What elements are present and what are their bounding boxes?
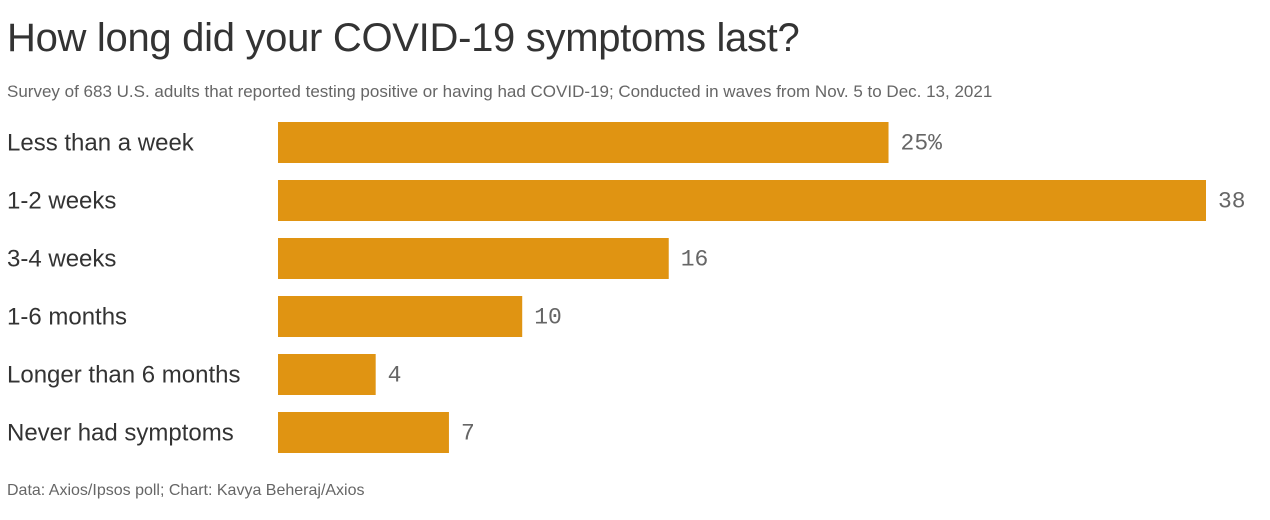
chart-subtitle: Survey of 683 U.S. adults that reported … xyxy=(7,82,993,101)
category-label: Never had symptoms xyxy=(7,420,234,447)
chart-title: How long did your COVID-19 symptoms last… xyxy=(7,16,800,60)
source-note: Data: Axios/Ipsos poll; Chart: Kavya Beh… xyxy=(7,482,365,499)
value-label: 25% xyxy=(901,131,943,157)
bar xyxy=(278,296,523,337)
bar xyxy=(278,238,669,279)
bar xyxy=(278,354,376,395)
value-label: 16 xyxy=(681,247,709,273)
category-label: 1-2 weeks xyxy=(7,188,116,215)
bar xyxy=(278,180,1206,221)
bar xyxy=(278,122,889,163)
value-label: 38 xyxy=(1218,189,1246,215)
category-label: Longer than 6 months xyxy=(7,362,241,389)
value-label: 4 xyxy=(388,363,402,389)
category-label: 1-6 months xyxy=(7,304,127,331)
category-label: 3-4 weeks xyxy=(7,246,116,273)
value-label: 7 xyxy=(461,421,475,447)
category-label: Less than a week xyxy=(7,130,195,157)
value-label: 10 xyxy=(534,305,562,331)
bar xyxy=(278,412,449,453)
bar-chart: Less than a week 25% 1-2 weeks 38 3-4 weeks 1… xyxy=(7,122,1246,453)
